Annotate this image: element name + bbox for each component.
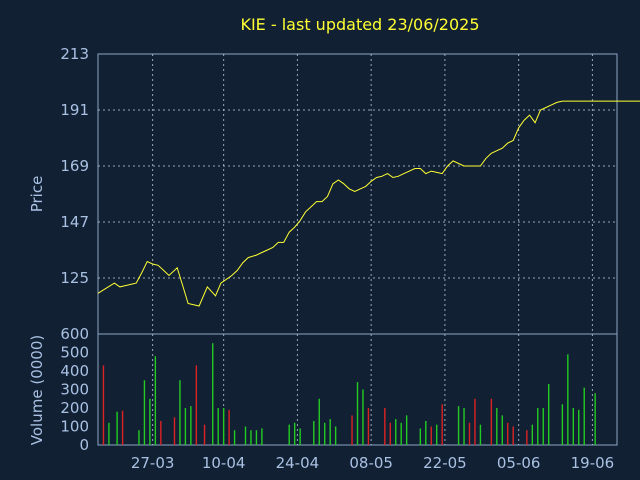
x-tick-label: 27-03 (131, 454, 175, 472)
volume-tick-label: 200 (60, 399, 89, 417)
x-ticks: 27-03 10-04 24-04 08-05 22-05 05-06 19-06 (131, 454, 614, 472)
price-panel (97, 53, 618, 335)
volume-tick-label: 600 (60, 325, 89, 343)
x-tick-label: 10-04 (202, 454, 246, 472)
x-tick-label: 24-04 (276, 454, 320, 472)
price-tick-label: 169 (60, 157, 89, 175)
chart-title: KIE - last updated 23/06/2025 (240, 15, 479, 34)
volume-tick-label: 500 (60, 344, 89, 362)
price-tick-label: 147 (60, 213, 89, 231)
x-tick-label: 22-05 (423, 454, 467, 472)
price-tick-label: 213 (60, 45, 89, 63)
price-tick-label: 125 (60, 269, 89, 287)
price-line (97, 100, 640, 307)
x-tick-label: 05-06 (497, 454, 541, 472)
price-ticks: 125 147 169 191 213 (60, 45, 89, 287)
price-axis-label: Price (28, 176, 46, 213)
x-tick-label: 19-06 (571, 454, 615, 472)
volume-tick-label: 300 (60, 381, 89, 399)
volume-grid (152, 334, 593, 445)
volume-tick-label: 0 (79, 436, 89, 454)
price-grid (98, 54, 617, 334)
price-panel-frame (97, 53, 618, 335)
volume-bars (102, 343, 596, 445)
price-tick-label: 191 (60, 101, 89, 119)
price-series (97, 100, 640, 307)
volume-axis-label: Volume (0000) (28, 335, 46, 445)
x-tick-label: 08-05 (349, 454, 393, 472)
volume-tick-label: 100 (60, 418, 89, 436)
volume-tick-label: 400 (60, 362, 89, 380)
